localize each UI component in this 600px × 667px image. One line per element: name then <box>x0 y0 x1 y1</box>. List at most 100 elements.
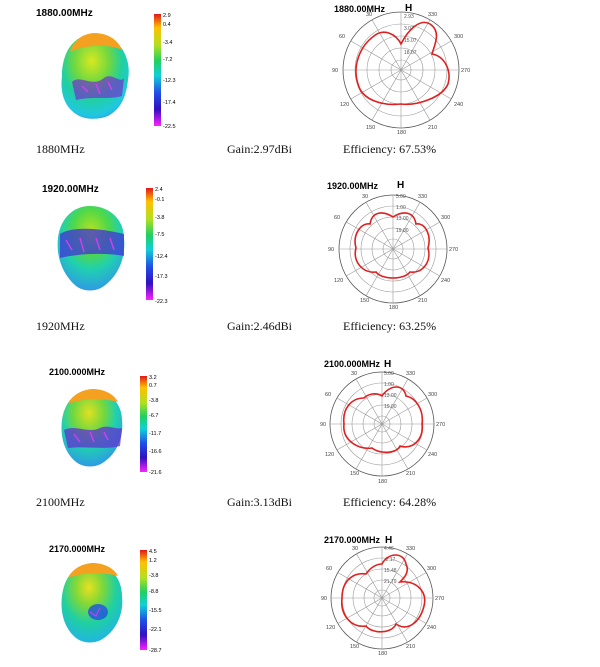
ring-labels: 4.46 -2.17 15.48 21.79 <box>384 546 397 585</box>
angle-label: 150 <box>350 644 359 650</box>
angle-labels: 330 300 270 240 210 180 150 120 90 60 30 <box>321 546 444 657</box>
frequency-caption: 1880MHz <box>36 142 85 156</box>
plane-label: H <box>384 359 391 370</box>
angle-label: 300 <box>441 215 450 221</box>
angle-label: 150 <box>360 298 369 304</box>
angle-label: 210 <box>406 471 415 477</box>
angle-label: 270 <box>449 247 458 253</box>
angle-label: 60 <box>326 566 332 572</box>
angle-label: 120 <box>340 102 349 108</box>
color-scale-labels: 2.9 0.4 -3.4 -7.2 -12.3 -17.4 -22.5 <box>163 13 176 130</box>
scale-label: -17.4 <box>163 100 176 106</box>
ring-label: 19.00 <box>384 404 397 410</box>
angle-label: 90 <box>332 68 338 74</box>
efficiency-caption: Efficiency: 67.53% <box>343 142 437 156</box>
polar-grid <box>342 11 460 129</box>
angle-label: 330 <box>418 194 427 200</box>
radiation-trace <box>342 386 424 454</box>
angle-labels: 330 300 270 240 210 180 150 120 90 60 30 <box>332 12 470 135</box>
angle-label: 240 <box>427 625 436 631</box>
plane-label: H <box>405 3 412 14</box>
ring-label: 3.07 <box>404 26 414 32</box>
scale-label: -0.1 <box>155 197 164 203</box>
angle-label: 240 <box>454 102 463 108</box>
polar-title: 2170.000MHz <box>324 535 381 545</box>
polar-grid <box>329 371 435 477</box>
scale-label: -11.7 <box>149 431 161 437</box>
angle-label: 240 <box>441 278 450 284</box>
scale-label: -22.1 <box>149 627 162 633</box>
angle-label: 90 <box>328 247 334 253</box>
ring-label: 13.00 <box>384 393 397 399</box>
polar-title: 1880.00MHz <box>334 4 386 14</box>
efficiency-caption: Efficiency: 64.28% <box>343 495 437 509</box>
ring-label: 1.00 <box>396 205 406 211</box>
color-scale-bar <box>154 14 161 126</box>
radiation-trace <box>341 554 426 633</box>
angle-label: 210 <box>428 125 437 131</box>
scale-label: 0.4 <box>163 22 171 28</box>
scale-label: -21.6 <box>149 470 162 476</box>
angle-label: 120 <box>326 625 335 631</box>
radiation-pattern-3d: 2100.000MHz 3.2 0.7 -3.8 -6.7 -11.7 -16.… <box>49 367 162 476</box>
radiation-trace <box>355 21 450 106</box>
scale-label: -8.8 <box>149 589 158 595</box>
gain-caption: Gain:2.97dBi <box>227 142 292 156</box>
polar-title: 2100.000MHz <box>324 359 381 369</box>
ring-label: 5.00 <box>396 194 406 200</box>
color-scale-labels: 2.4 -0.1 -3.8 -7.5 -12.4 -17.3 -22.3 <box>155 187 168 305</box>
ring-label: -2.17 <box>384 557 396 563</box>
polar-grid <box>330 546 434 650</box>
angle-labels: 330 300 270 240 210 180 150 120 90 60 30 <box>320 371 445 485</box>
ring-label: 4.46 <box>384 546 394 552</box>
frequency-caption: 2100MHz <box>36 495 85 509</box>
scale-label: -7.5 <box>155 232 164 238</box>
angle-label: 30 <box>362 194 368 200</box>
color-scale-bar <box>140 550 147 650</box>
ring-label: 2.93 <box>404 14 414 20</box>
head-phantom <box>61 389 123 467</box>
angle-label: 210 <box>406 644 415 650</box>
scale-label: -16.6 <box>149 449 162 455</box>
angle-label: 300 <box>454 34 463 40</box>
angle-label: 60 <box>325 392 331 398</box>
pattern-title: 1880.00MHz <box>36 8 93 19</box>
scale-label: 1.2 <box>149 558 157 564</box>
ring-label: 13.00 <box>396 216 409 222</box>
frequency-caption: 1920MHz <box>36 319 85 333</box>
ring-label: 21.79 <box>384 579 397 585</box>
head-phantom <box>61 33 129 119</box>
scale-label: -3.8 <box>149 398 158 404</box>
head-phantom <box>61 563 123 643</box>
angle-label: 90 <box>321 596 327 602</box>
scale-label: -22.5 <box>163 124 176 130</box>
ring-label: 1.00 <box>384 382 394 388</box>
ring-labels: 5.00 1.00 13.00 19.00 <box>396 194 409 234</box>
scale-label: -12.3 <box>163 78 176 84</box>
angle-label: 120 <box>334 278 343 284</box>
radiation-pattern-3d: 1880.00MHz 2.9 0.4 -3.4 -7.2 -12.3 -17.4… <box>36 8 176 130</box>
scale-label: 2.4 <box>155 187 163 193</box>
angle-label: 150 <box>350 471 359 477</box>
scale-label: -6.7 <box>149 413 158 419</box>
scale-label: 0.7 <box>149 383 157 389</box>
color-scale-labels: 3.2 0.7 -3.8 -6.7 -11.7 -16.6 -21.6 <box>149 375 162 476</box>
ring-labels: 2.93 3.07 15.07 18.07 <box>404 14 417 56</box>
gain-caption: Gain:3.13dBi <box>227 495 292 509</box>
head-phantom <box>57 206 125 291</box>
angle-label: 60 <box>334 215 340 221</box>
polar-plot: 1920.00MHz H 5.00 1.00 13.00 19.00 330 3… <box>327 180 458 311</box>
angle-label: 330 <box>406 546 415 552</box>
gain-caption: Gain:2.46dBi <box>227 319 292 333</box>
radiation-pattern-3d: 1920.00MHz 2.4 -0.1 -3.8 -7.5 -12.4 -17.… <box>42 184 168 305</box>
efficiency-caption: Efficiency: 63.25% <box>343 319 437 333</box>
angle-label: 180 <box>389 305 398 311</box>
color-scale-labels: 4.5 1.2 -3.8 -8.8 -15.5 -22.1 -28.7 <box>149 549 162 654</box>
angle-label: 210 <box>418 298 427 304</box>
angle-label: 30 <box>351 371 357 377</box>
angle-label: 330 <box>428 12 437 18</box>
angle-label: 60 <box>339 34 345 40</box>
angle-label: 30 <box>352 546 358 552</box>
angle-label: 90 <box>320 422 326 428</box>
polar-title: 1920.00MHz <box>327 181 379 191</box>
